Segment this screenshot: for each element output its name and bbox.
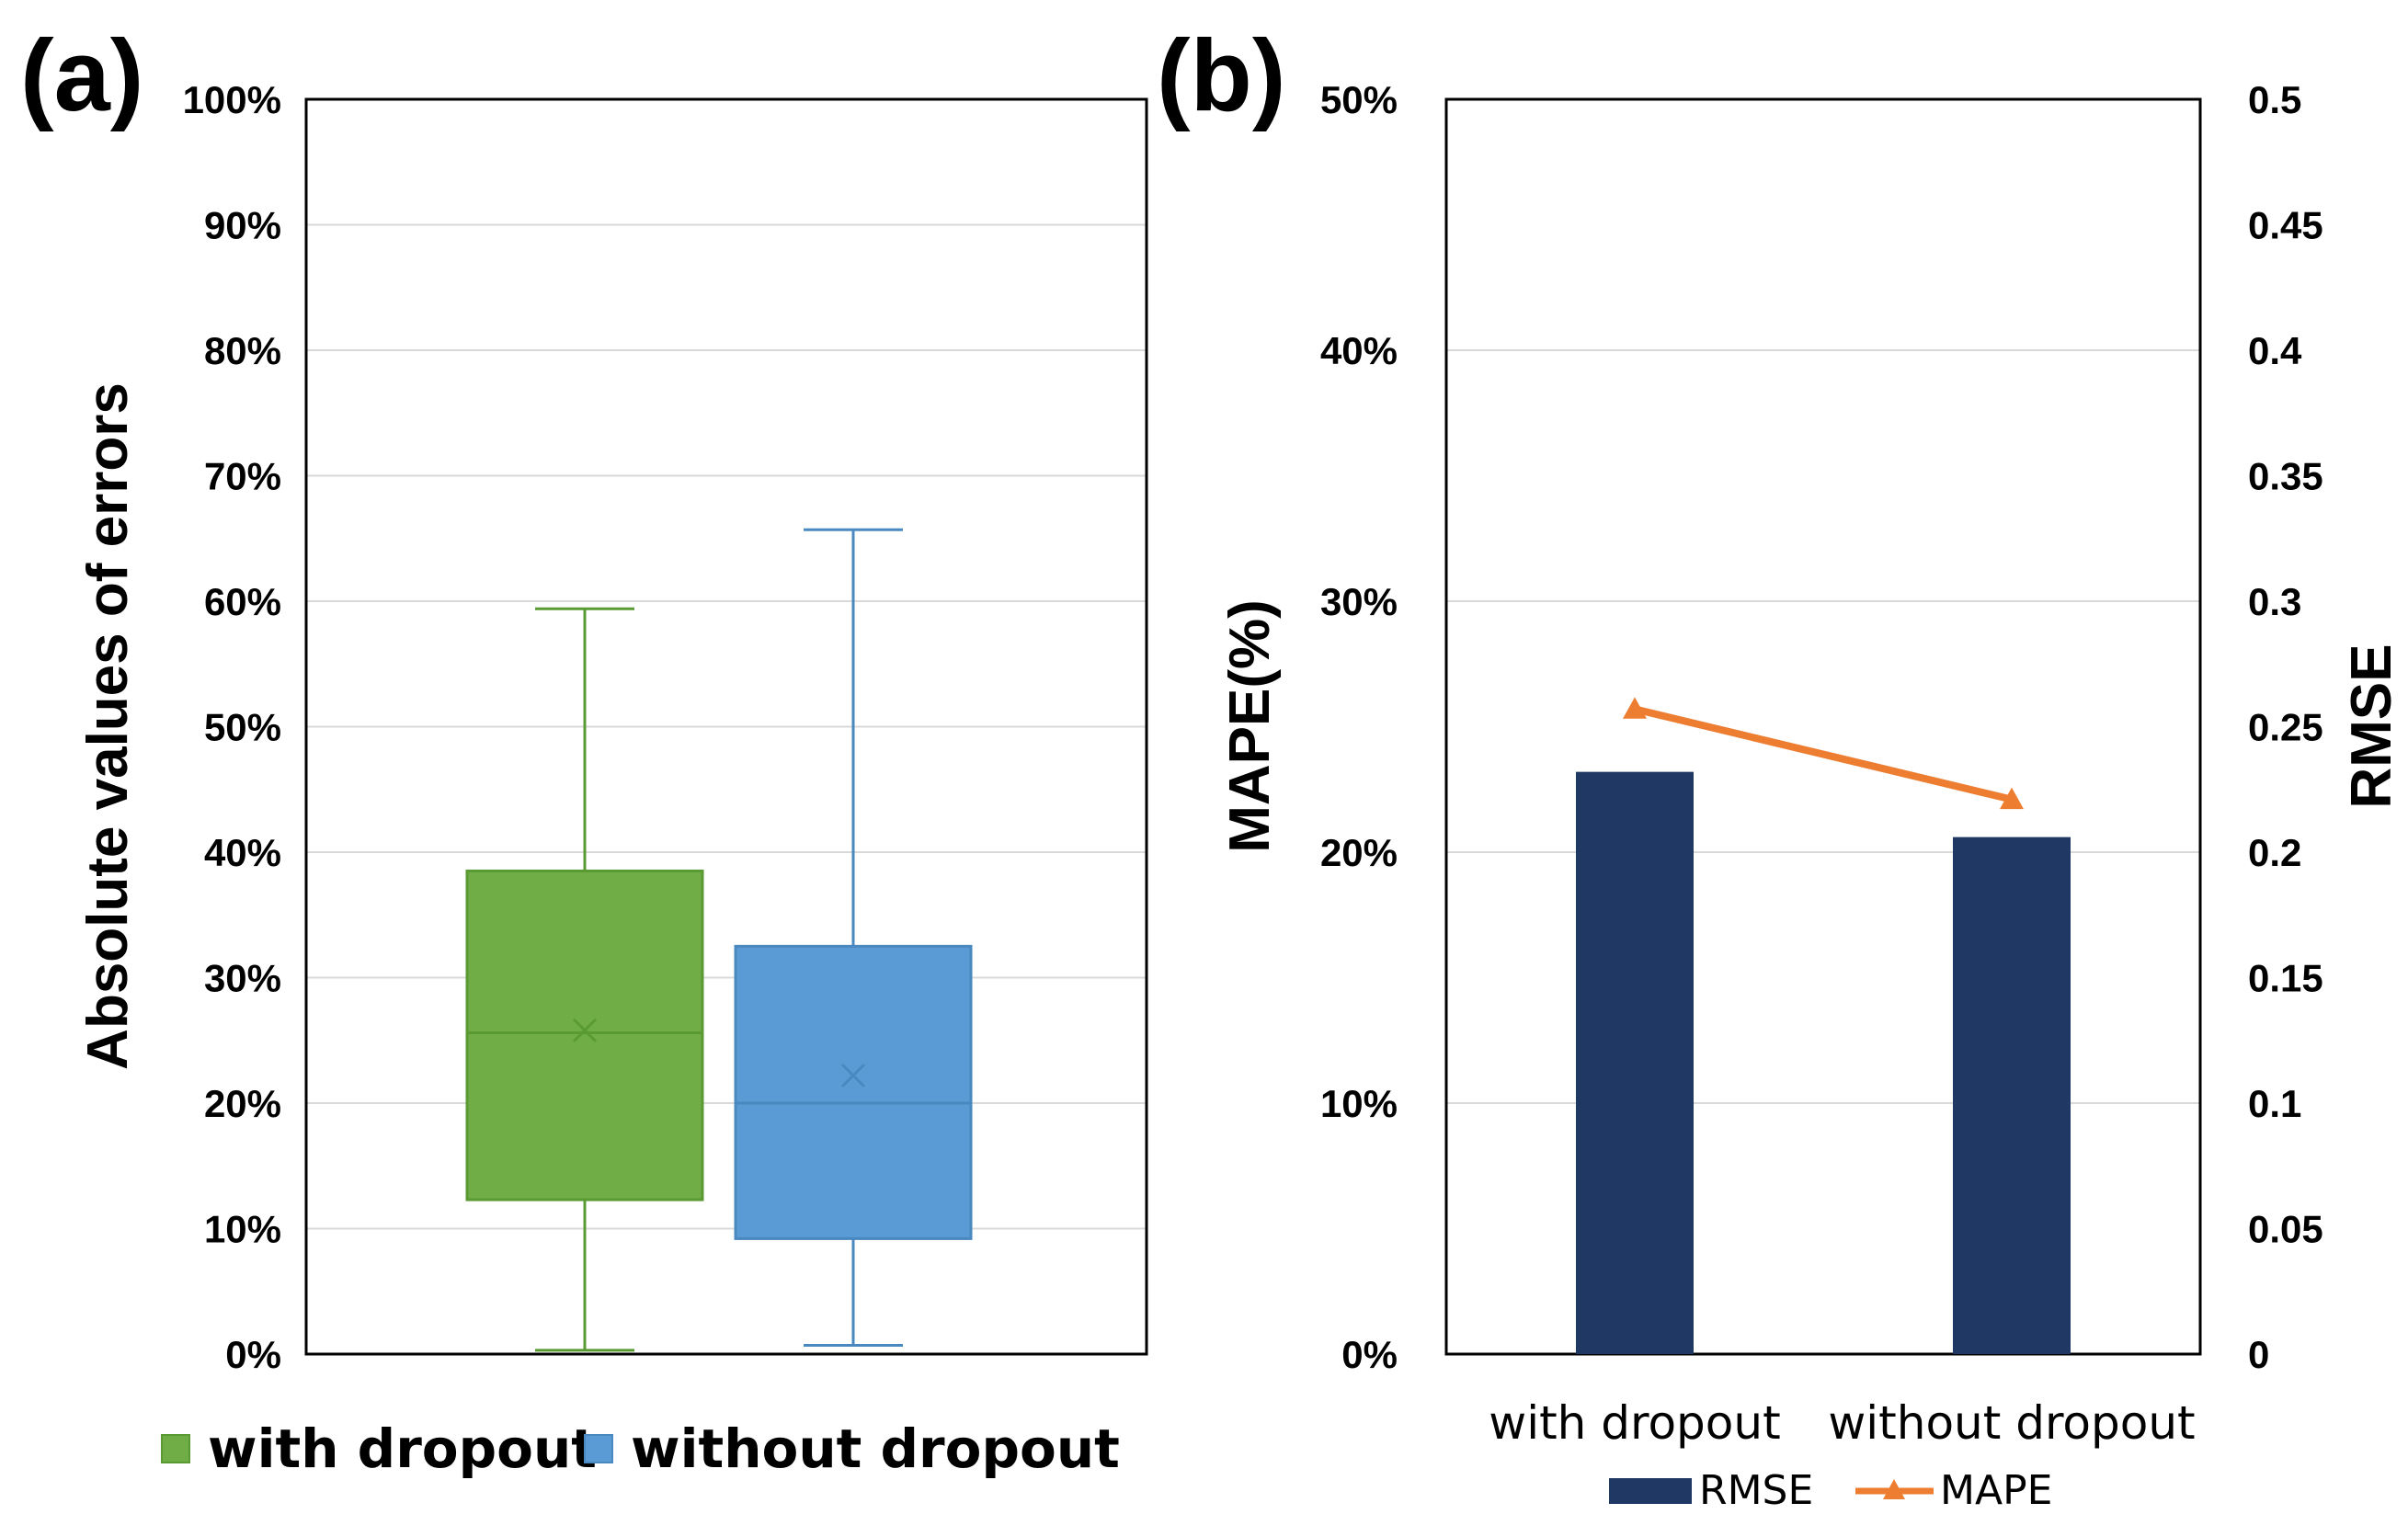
rmse-bar <box>1576 771 1694 1354</box>
left-tick-label: 20% <box>1320 831 1398 874</box>
right-tick-label: 0.15 <box>2248 957 2323 1000</box>
y-tick-label: 10% <box>204 1208 281 1251</box>
panel-a-label: (a) <box>20 19 143 132</box>
box-iqr <box>734 944 973 1240</box>
right-tick-label: 0.5 <box>2248 78 2301 121</box>
right-tick-label: 0.2 <box>2248 831 2301 874</box>
right-tick-label: 0.05 <box>2248 1208 2323 1251</box>
right-tick-label: 0.1 <box>2248 1082 2301 1125</box>
plot-frame <box>304 97 1148 1356</box>
box-without-dropout <box>734 528 973 1347</box>
box-with-dropout <box>465 607 704 1352</box>
y-axis-title: Absolute values of errors <box>76 382 140 1070</box>
panel-a-box-chart: 0% 10% 20% 30% 40% 50% 60% 70% 80% 90% 100% Absolut… <box>76 78 1148 1480</box>
y-tick-label: 40% <box>204 831 281 874</box>
legend-label-mape: MAPE <box>1940 1467 2052 1514</box>
legend-swatch-rmse <box>1609 1478 1692 1504</box>
y-tick-label: 50% <box>204 706 281 749</box>
left-axis-title: MAPE(%) <box>1218 599 1282 853</box>
legend-swatch <box>584 1434 613 1463</box>
right-tick-label: 0.4 <box>2248 329 2302 372</box>
left-tick-label: 0% <box>1341 1333 1398 1376</box>
left-tick-label: 50% <box>1320 78 1398 121</box>
y-tick-label: 70% <box>204 455 281 498</box>
legend-b: RMSE MAPE <box>1609 1467 2052 1514</box>
legend-swatch <box>161 1434 190 1463</box>
right-tick-label: 0.45 <box>2248 204 2323 247</box>
y-tick-label: 20% <box>204 1082 281 1125</box>
legend-a: with dropout without dropout <box>161 1417 1120 1480</box>
left-tick-label: 40% <box>1320 329 1398 372</box>
y-tick-label: 60% <box>204 580 281 623</box>
y-tick-label: 80% <box>204 329 281 372</box>
legend-label: without dropout <box>631 1417 1120 1480</box>
y-tick-label: 30% <box>204 957 281 1000</box>
x-category-label: without dropout <box>1828 1396 2195 1450</box>
y-tick-label: 100% <box>183 78 281 121</box>
right-axis-title: RMSE <box>2340 643 2403 808</box>
legend-label: with dropout <box>208 1417 597 1480</box>
right-tick-label: 0.3 <box>2248 580 2301 623</box>
mean-marker <box>840 1063 866 1088</box>
right-tick-label: 0.35 <box>2248 455 2323 498</box>
y-tick-label: 0% <box>225 1333 281 1376</box>
plot-frame <box>1444 97 2202 1356</box>
y-tick-label: 90% <box>204 204 281 247</box>
right-tick-label: 0 <box>2248 1333 2269 1376</box>
rmse-bar <box>1953 837 2071 1354</box>
right-tick-label: 0.25 <box>2248 706 2323 749</box>
mape-line <box>1631 705 2015 803</box>
x-category-label: with dropout <box>1489 1396 1780 1450</box>
mean-marker <box>572 1018 598 1042</box>
box-iqr <box>465 869 704 1201</box>
left-tick-label: 10% <box>1320 1082 1398 1125</box>
mape-point <box>1623 697 1647 719</box>
legend-marker-mape <box>1883 1479 1905 1499</box>
left-tick-label: 30% <box>1320 580 1398 623</box>
legend-label-rmse: RMSE <box>1699 1467 1813 1514</box>
panel-b-bar-line-chart: 0% 10% 20% 30% 40% 50% 0 0.05 0.1 0.15 0.2 0.25 0.3 0… <box>1218 78 2403 1514</box>
mape-point <box>2000 787 2024 810</box>
panel-b-label: (b) <box>1157 19 1285 132</box>
